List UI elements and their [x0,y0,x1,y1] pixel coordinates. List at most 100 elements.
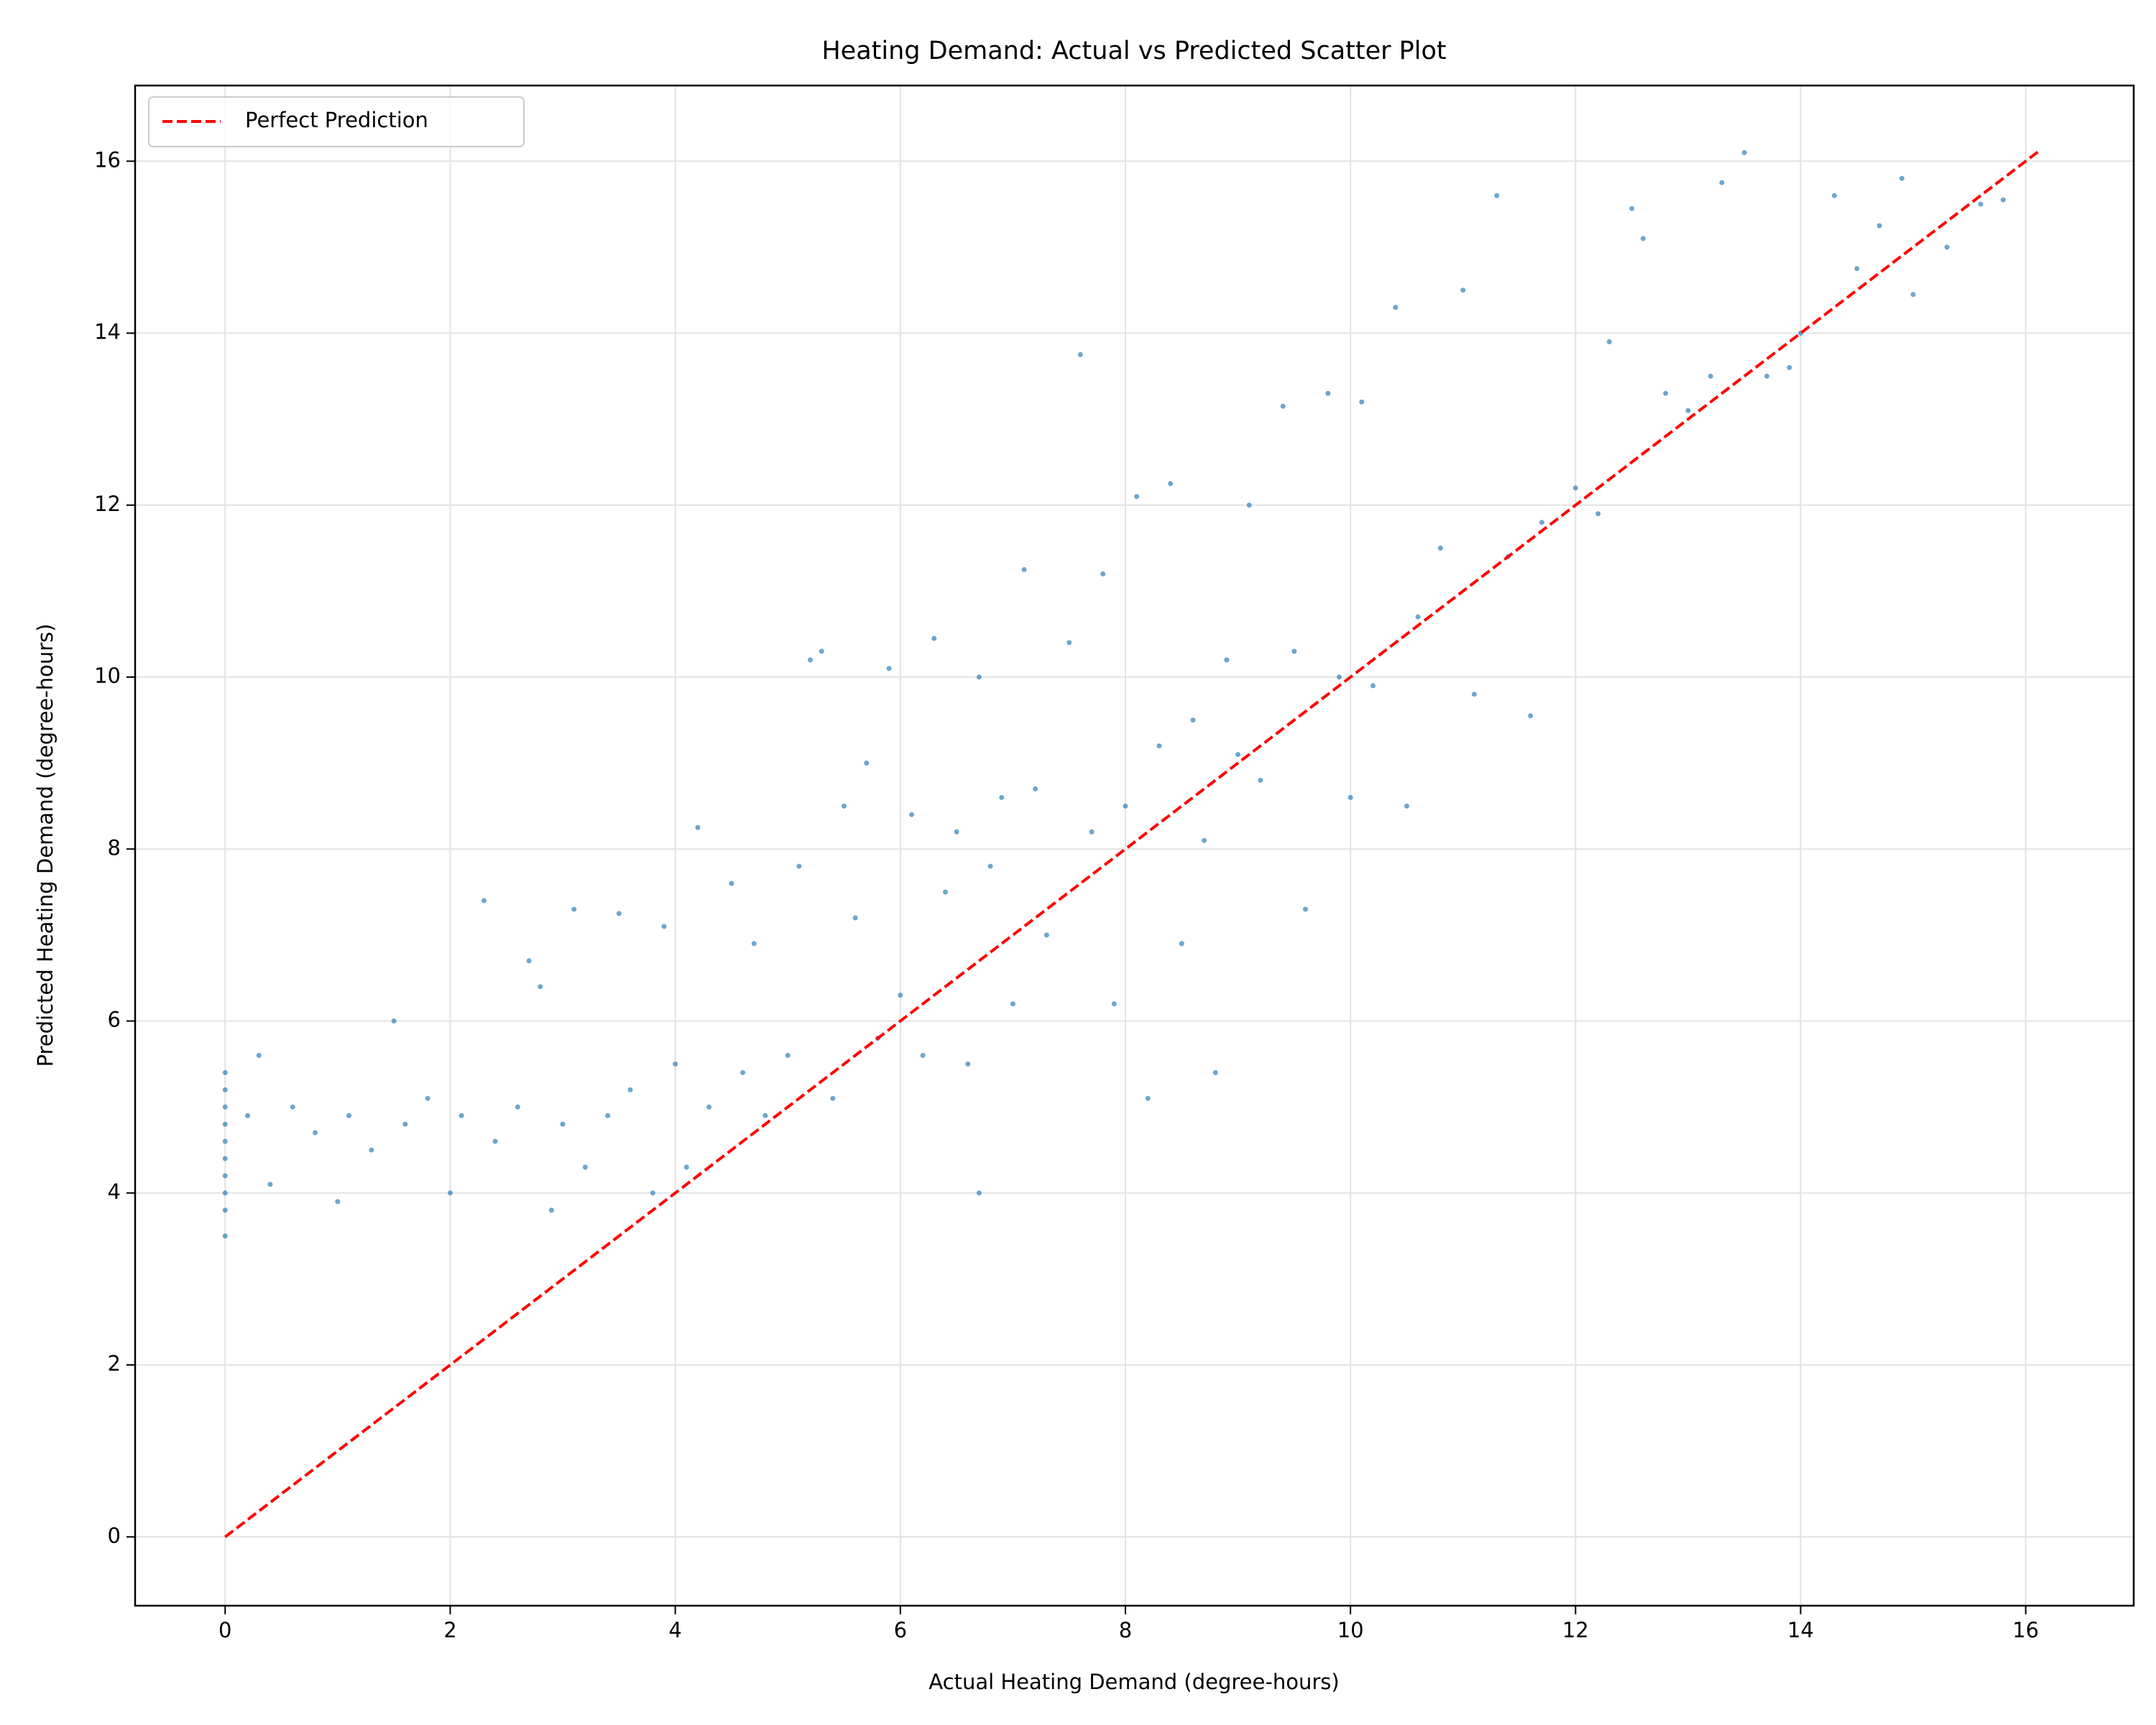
scatter-point [965,1061,971,1067]
scatter-point [1741,150,1747,155]
scatter-point [1787,364,1792,370]
scatter-point [1033,786,1038,792]
scatter-point [830,1095,836,1101]
legend: Perfect Prediction [148,96,525,147]
scatter-point [1370,683,1376,689]
scatter-point [582,1164,588,1170]
scatter-point [1944,244,1950,250]
y-tick-label: 4 [108,1179,121,1204]
scatter-point [954,829,959,834]
scatter-point [1021,566,1027,572]
scatter-point [1044,932,1049,938]
scatter-point [1471,691,1477,697]
scatter-point [290,1104,295,1110]
scatter-point [886,666,892,671]
scatter-point [683,1164,689,1170]
scatter-point [459,1113,464,1118]
scatter-point [976,674,982,680]
scatter-point [1348,795,1353,801]
scatter-point [1437,546,1443,551]
scatter-point [908,811,914,817]
y-tick-label: 10 [94,663,121,688]
scatter-point [842,803,847,809]
scatter-point [1910,292,1916,298]
scatter-point [222,1173,228,1179]
scatter-point [1212,1070,1218,1075]
scatter-point [222,1087,228,1092]
scatter-point [335,1199,341,1205]
scatter-point [740,1070,746,1075]
scatter-point [1899,175,1904,181]
scatter-point [1156,743,1162,749]
scatter-point [402,1121,408,1127]
legend-label: Perfect Prediction [245,108,428,132]
scatter-point [222,1156,228,1162]
scatter-point [852,915,858,921]
scatter-point [1145,1095,1151,1101]
scatter-point [808,657,814,663]
x-tick-label: 8 [1119,1618,1132,1642]
scatter-point [1336,674,1342,680]
scatter-point [526,958,532,964]
scatter-point [369,1147,374,1153]
scatter-point [1291,648,1297,654]
scatter-point [796,863,802,869]
scatter-point [267,1182,273,1187]
scatter-point [1640,236,1646,242]
scatter-point [425,1095,430,1101]
scatter-point [1089,829,1095,834]
scatter-point [1978,201,1984,207]
scatter-point [222,1121,228,1127]
scatter-point [256,1052,262,1058]
scatter-point [1325,390,1331,396]
x-axis-label: Actual Heating Demand (degree-hours) [929,1670,1339,1694]
scatter-point [447,1190,453,1196]
scatter-point [605,1113,611,1118]
x-tick-label: 2 [443,1618,456,1642]
scatter-point [548,1208,554,1213]
x-tick-label: 4 [668,1618,681,1642]
scatter-point [560,1121,566,1127]
scatter-point [1854,266,1860,272]
scatter-point [222,1190,228,1196]
scatter-point [864,760,870,766]
y-tick-label: 14 [94,320,121,344]
scatter-point [1460,288,1466,293]
y-tick-label: 0 [108,1523,121,1547]
scatter-point [673,1061,678,1067]
scatter-point [1393,305,1399,310]
scatter-point [1876,223,1882,229]
y-axis-label: Predicted Heating Demand (degree-hours) [33,624,57,1067]
scatter-point [571,906,577,912]
scatter-point [729,880,734,886]
scatter-point [1708,373,1713,379]
scatter-point [627,1087,633,1092]
scatter-point [920,1052,926,1058]
scatter-point [222,1104,228,1110]
scatter-point [976,1190,982,1196]
scatter-point [942,889,948,895]
scatter-point [1404,803,1409,809]
y-tick-label: 16 [94,147,121,172]
scatter-point [661,924,667,929]
scatter-point [1280,403,1286,409]
legend-box [148,96,525,147]
y-tick-label: 12 [94,492,121,516]
scatter-point [1572,485,1578,491]
scatter-point [1235,752,1241,758]
scatter-point [1831,193,1837,198]
scatter-point [999,795,1005,801]
x-tick-label: 14 [1787,1618,1814,1642]
scatter-point [931,635,937,641]
scatter-point [346,1113,352,1118]
scatter-point [1077,351,1083,357]
y-tick-label: 8 [108,835,121,860]
scatter-point [538,984,543,990]
x-tick-label: 0 [218,1618,231,1642]
scatter-point [1663,390,1669,396]
scatter-point [1303,906,1309,912]
scatter-point [481,898,487,903]
scatter-point [987,863,993,869]
